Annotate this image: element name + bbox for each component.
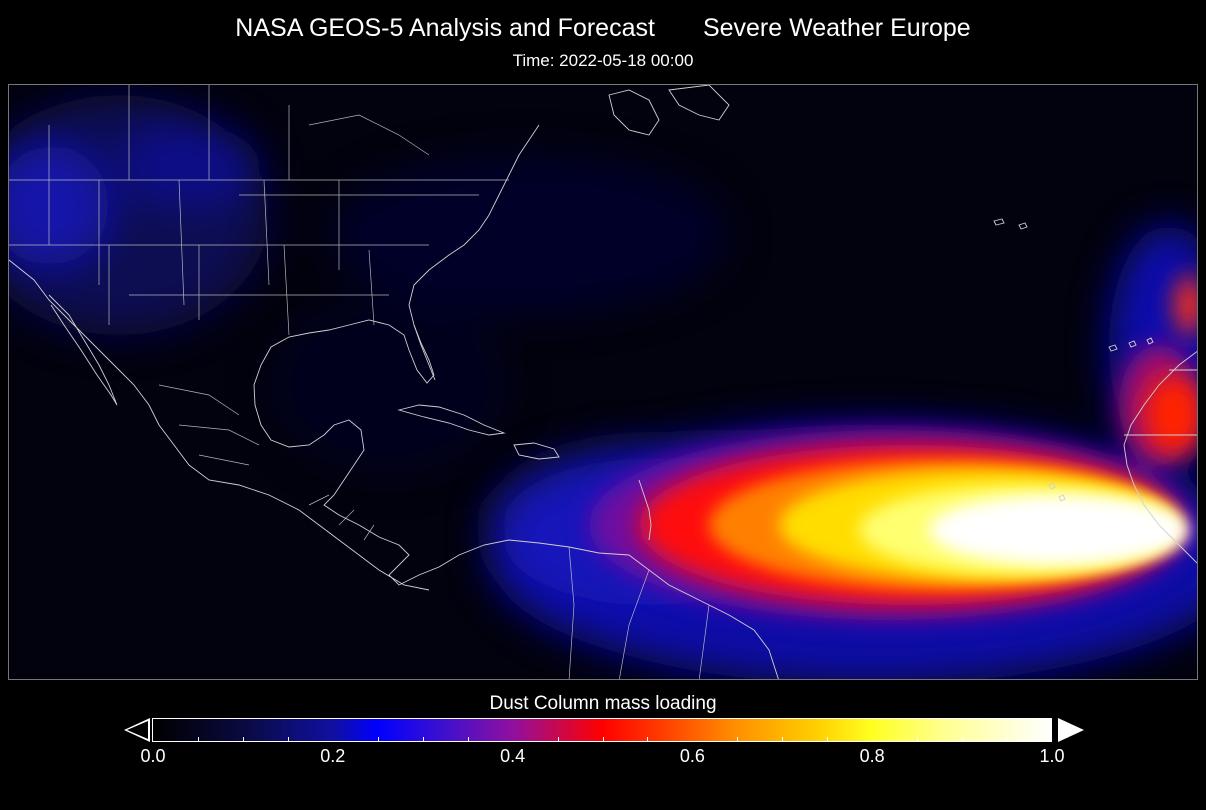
- political-borders: [9, 85, 710, 679]
- dust-map: [8, 84, 1198, 680]
- colorbar-minor-tick: [197, 737, 199, 742]
- map-title: NASA GEOS-5 Analysis and Forecast Severe …: [0, 14, 1206, 43]
- colorbar-tick-label: 0.8: [859, 746, 885, 766]
- colorbar-minor-tick: [557, 737, 559, 742]
- colorbar-minor-tick: [647, 737, 649, 742]
- colorbar-under-arrow-fill: [127, 721, 148, 739]
- colorbar-minor-tick: [422, 737, 424, 742]
- colorbar-minor-tick: [917, 737, 919, 742]
- title-left: NASA GEOS-5 Analysis and Forecast: [235, 14, 655, 42]
- colorbar-minor-tick: [467, 737, 469, 742]
- colorbar-tick-label: 0.2: [320, 746, 346, 766]
- colorbar-tick-label: 0.0: [140, 746, 166, 766]
- title-right: Severe Weather Europe: [702, 14, 971, 42]
- colorbar-minor-tick: [602, 737, 604, 742]
- colorbar-tick-label: 0.4: [500, 746, 526, 766]
- colorbar-minor-tick: [782, 737, 784, 742]
- colorbar-minor-tick: [242, 737, 244, 742]
- colorbar: [152, 718, 1052, 742]
- colorbar-minor-tick: [377, 737, 379, 742]
- time-label: Time: 2022-05-18 00:00: [512, 51, 694, 70]
- colorbar-over-arrow: [1058, 718, 1084, 742]
- colorbar-title: Dust Column mass loading: [489, 693, 717, 714]
- background-haze: [9, 95, 729, 475]
- colorbar-minor-tick: [287, 737, 289, 742]
- colorbar-minor-tick: [1007, 737, 1009, 742]
- colorbar-tick-label: 1.0: [1039, 746, 1065, 766]
- colorbar-minor-tick: [962, 737, 964, 742]
- colorbar-minor-tick: [737, 737, 739, 742]
- colorbar-tick-label: 0.6: [679, 746, 705, 766]
- colorbar-minor-tick: [827, 737, 829, 742]
